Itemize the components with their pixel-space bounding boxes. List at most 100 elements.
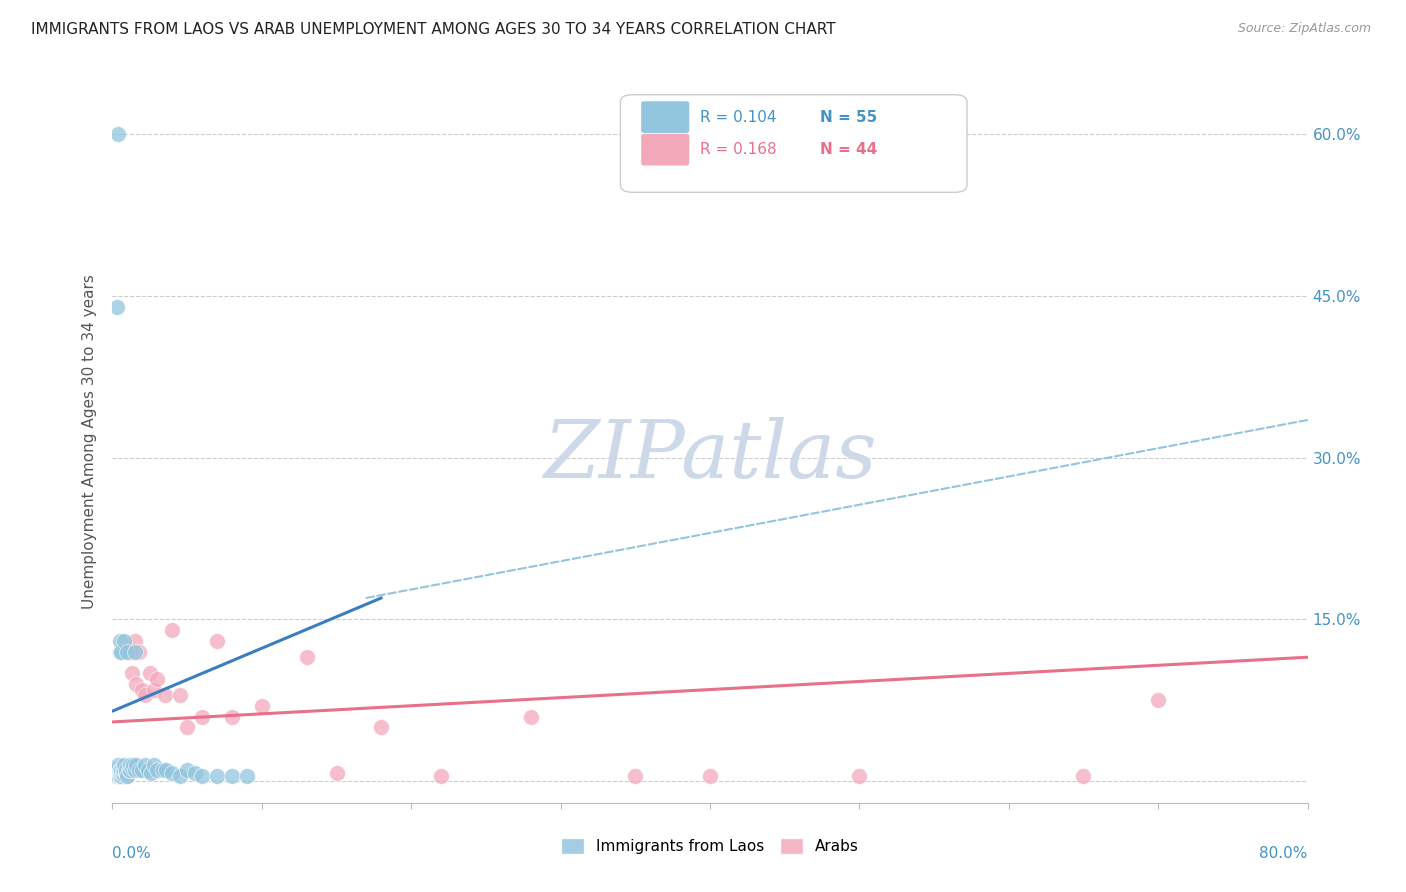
Point	[111, 764, 134, 778]
Point	[141, 765, 163, 780]
Point	[114, 765, 135, 780]
Point	[143, 682, 166, 697]
Point	[250, 698, 273, 713]
Legend: Immigrants from Laos, Arabs: Immigrants from Laos, Arabs	[555, 832, 865, 860]
Point	[205, 769, 228, 783]
FancyBboxPatch shape	[620, 95, 967, 193]
Point	[162, 624, 183, 638]
Point	[121, 666, 143, 681]
Point	[108, 765, 131, 780]
Point	[110, 764, 132, 778]
Point	[117, 645, 139, 659]
Point	[124, 645, 146, 659]
Point	[153, 688, 176, 702]
Point	[110, 769, 132, 783]
Point	[146, 764, 169, 778]
Point	[122, 758, 145, 772]
Point	[146, 672, 169, 686]
Point	[134, 758, 156, 772]
Text: IMMIGRANTS FROM LAOS VS ARAB UNEMPLOYMENT AMONG AGES 30 TO 34 YEARS CORRELATION : IMMIGRANTS FROM LAOS VS ARAB UNEMPLOYMEN…	[31, 22, 835, 37]
Point	[114, 764, 135, 778]
Point	[139, 666, 162, 681]
Point	[120, 764, 142, 778]
Point	[124, 634, 146, 648]
Point	[110, 645, 132, 659]
Y-axis label: Unemployment Among Ages 30 to 34 years: Unemployment Among Ages 30 to 34 years	[82, 274, 97, 609]
Point	[125, 758, 148, 772]
Text: Source: ZipAtlas.com: Source: ZipAtlas.com	[1237, 22, 1371, 36]
Point	[108, 769, 131, 783]
Point	[107, 765, 129, 780]
Point	[176, 720, 198, 734]
Point	[143, 758, 166, 772]
Text: 0.0%: 0.0%	[112, 847, 152, 861]
Point	[115, 765, 138, 780]
Point	[205, 634, 228, 648]
Point	[114, 634, 135, 648]
Point	[117, 769, 139, 783]
Point	[105, 300, 128, 314]
Point	[162, 765, 183, 780]
Point	[115, 764, 138, 778]
Point	[108, 769, 131, 783]
Point	[114, 764, 135, 778]
Point	[325, 765, 347, 780]
Point	[117, 764, 139, 778]
Point	[110, 769, 132, 783]
Text: R = 0.104: R = 0.104	[700, 110, 778, 125]
Point	[108, 634, 131, 648]
Point	[105, 769, 128, 783]
Point	[848, 769, 870, 783]
Point	[430, 769, 453, 783]
Point	[107, 764, 129, 778]
Point	[104, 769, 127, 783]
Point	[108, 645, 131, 659]
FancyBboxPatch shape	[643, 102, 689, 132]
Point	[111, 765, 134, 780]
Point	[370, 720, 392, 734]
Point	[107, 769, 129, 783]
Point	[120, 645, 142, 659]
Point	[107, 768, 129, 782]
Point	[176, 764, 198, 778]
Point	[131, 682, 153, 697]
Point	[221, 769, 243, 783]
Point	[107, 764, 129, 778]
Point	[295, 650, 318, 665]
Point	[155, 764, 177, 778]
Point	[191, 709, 214, 723]
Text: N = 55: N = 55	[820, 110, 877, 125]
Point	[152, 764, 174, 778]
Point	[138, 764, 160, 778]
Point	[120, 758, 142, 772]
Point	[128, 764, 150, 778]
Point	[108, 769, 131, 783]
Point	[118, 764, 141, 778]
Point	[134, 688, 156, 702]
Text: N = 44: N = 44	[820, 142, 877, 157]
Point	[183, 765, 205, 780]
Point	[108, 764, 131, 778]
Point	[699, 769, 721, 783]
Point	[105, 769, 128, 783]
Point	[114, 758, 135, 772]
Point	[108, 764, 131, 778]
Point	[107, 127, 129, 141]
Point	[105, 764, 128, 778]
Point	[128, 645, 150, 659]
Point	[124, 764, 146, 778]
Point	[191, 769, 214, 783]
Point	[107, 758, 129, 772]
Point	[104, 764, 127, 778]
Point	[1147, 693, 1170, 707]
Point	[520, 709, 543, 723]
Point	[169, 769, 191, 783]
Point	[125, 677, 148, 691]
Point	[236, 769, 259, 783]
Point	[115, 764, 138, 778]
Point	[121, 761, 143, 775]
Text: 80.0%: 80.0%	[1260, 847, 1308, 861]
Point	[111, 768, 134, 782]
Point	[108, 764, 131, 778]
Point	[110, 765, 132, 780]
